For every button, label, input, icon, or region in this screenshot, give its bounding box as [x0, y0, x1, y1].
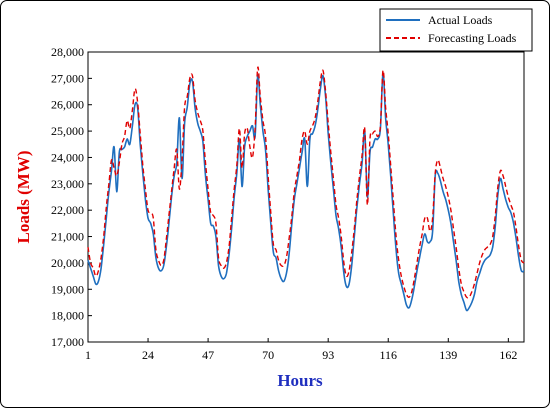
x-tick-label: 116 [379, 348, 397, 362]
y-tick-label: 21,000 [51, 230, 84, 244]
series-layer [87, 66, 525, 312]
x-axis: 1 24 47 70 93 116 139 162 [85, 338, 517, 362]
legend-label-actual-loads: Actual Loads [428, 13, 493, 27]
x-tick-label: 1 [85, 348, 91, 362]
y-tick-label: 23,000 [51, 177, 84, 191]
y-axis-label: Loads (MW) [14, 150, 33, 243]
y-tick-label: 26,000 [51, 98, 84, 112]
legend: Actual Loads Forecasting Loads [379, 8, 533, 52]
y-tick-label: 28,000 [51, 45, 84, 59]
y-tick-label: 27,000 [51, 71, 84, 85]
y-tick-label: 22,000 [51, 203, 84, 217]
legend-box [379, 8, 533, 52]
y-tick-label: 24,000 [51, 150, 84, 164]
y-tick-label: 25,000 [51, 124, 84, 138]
x-tick-label: 162 [499, 348, 517, 362]
x-tick-label: 70 [262, 348, 274, 362]
series-line-forecasting-loads [87, 66, 525, 299]
x-tick-label: 47 [202, 348, 214, 362]
y-axis: 17,000 18,000 19,000 20,000 21,000 22,000 23,0… [51, 45, 92, 349]
y-tick-label: 17,000 [51, 335, 84, 349]
x-axis-label: Hours [277, 371, 323, 390]
y-tick-label: 18,000 [51, 309, 84, 323]
series-line-actual-loads [87, 72, 525, 312]
y-tick-label: 19,000 [51, 282, 84, 296]
x-tick-label: 93 [322, 348, 334, 362]
x-tick-label: 139 [439, 348, 457, 362]
plot-area [87, 51, 525, 343]
legend-label-forecasting-loads: Forecasting Loads [428, 31, 517, 45]
y-tick-label: 20,000 [51, 256, 84, 270]
x-tick-label: 24 [142, 348, 154, 362]
